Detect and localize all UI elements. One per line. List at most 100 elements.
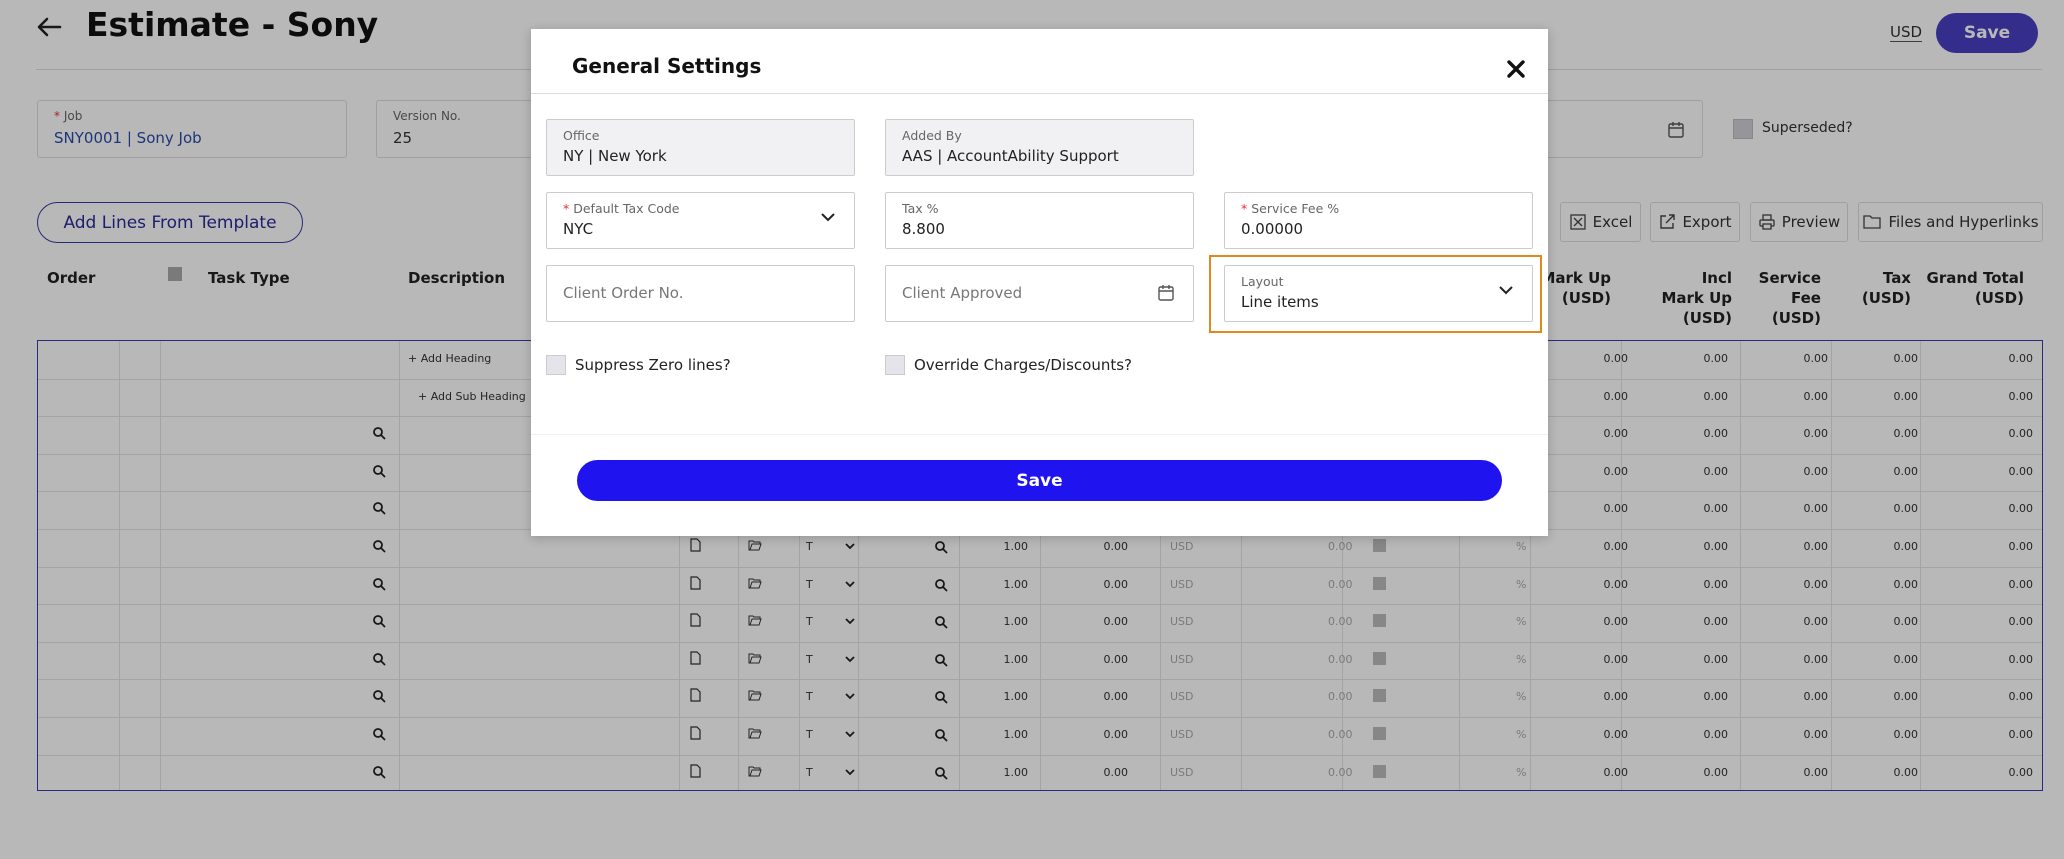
- amount-value: 0.00: [1603, 464, 1629, 478]
- amount-value: 0.00: [1893, 690, 1919, 704]
- client-approved-date-input[interactable]: Client Approved: [885, 265, 1194, 322]
- amount-value: 0.00: [1893, 427, 1919, 441]
- save-button[interactable]: Save: [1936, 13, 2038, 53]
- calendar-icon[interactable]: [1667, 121, 1685, 139]
- tax-percent-input[interactable]: Tax % 8.800: [885, 192, 1194, 249]
- currency-selector[interactable]: USD: [1890, 23, 1923, 42]
- search-icon[interactable]: [934, 578, 948, 592]
- amount-value: 0.00: [1603, 728, 1629, 741]
- line-checkbox[interactable]: [1373, 614, 1386, 628]
- document-icon[interactable]: [688, 763, 702, 778]
- line-checkbox[interactable]: [1373, 651, 1386, 665]
- search-icon[interactable]: [372, 464, 386, 478]
- chevron-down-icon[interactable]: [843, 614, 857, 628]
- folder-open-icon[interactable]: [748, 576, 762, 590]
- search-icon[interactable]: [372, 614, 386, 628]
- search-icon[interactable]: [372, 727, 386, 741]
- override-charges-label: Override Charges/Discounts?: [914, 356, 1132, 374]
- modal-save-button[interactable]: Save: [577, 460, 1502, 501]
- folder-open-icon[interactable]: [748, 726, 762, 740]
- chevron-down-icon[interactable]: [843, 689, 857, 703]
- line-checkbox[interactable]: [1373, 727, 1386, 740]
- modal-divider: [531, 93, 1548, 94]
- added-by-label: Added By: [902, 128, 962, 143]
- line-checkbox[interactable]: [1373, 689, 1386, 703]
- amount-value: 0.00: [1803, 502, 1829, 516]
- column-incl-markup: Incl Mark Up (USD): [1661, 269, 1732, 327]
- quantity-value: 1.00: [1003, 540, 1029, 553]
- add-heading-link[interactable]: + Add Heading: [408, 352, 492, 365]
- search-icon[interactable]: [372, 652, 386, 666]
- search-icon[interactable]: [372, 765, 386, 779]
- search-icon[interactable]: [372, 577, 386, 591]
- line-checkbox[interactable]: [1373, 764, 1386, 778]
- files-and-hyperlinks-button[interactable]: Files and Hyperlinks: [1858, 202, 2043, 242]
- search-icon[interactable]: [372, 689, 386, 704]
- search-icon[interactable]: [372, 539, 386, 553]
- amount-value: 0.00: [1703, 690, 1729, 704]
- amount-value: 0.00: [1893, 352, 1919, 365]
- chevron-down-icon[interactable]: [843, 727, 857, 741]
- version-field[interactable]: Version No. 25: [376, 100, 536, 158]
- search-icon[interactable]: [934, 615, 948, 629]
- amount-value: 0.00: [1703, 540, 1729, 553]
- document-icon[interactable]: [688, 613, 702, 627]
- excel-button[interactable]: Excel: [1560, 202, 1641, 242]
- select-all-checkbox[interactable]: [168, 267, 182, 281]
- amount-value: 0.00: [2008, 690, 2034, 704]
- column-task-type: Task Type: [208, 269, 290, 287]
- default-tax-code-select[interactable]: * Default Tax Code NYC: [546, 192, 855, 249]
- suppress-zero-lines-checkbox[interactable]: [546, 355, 566, 375]
- search-icon[interactable]: [934, 728, 948, 742]
- search-icon[interactable]: [934, 690, 948, 705]
- document-icon[interactable]: [688, 688, 702, 702]
- search-icon[interactable]: [372, 426, 386, 440]
- version-label: Version No.: [393, 109, 461, 123]
- export-button[interactable]: Export: [1650, 202, 1740, 242]
- folder-open-icon[interactable]: [748, 613, 762, 627]
- close-icon[interactable]: [1503, 56, 1529, 82]
- line-checkbox[interactable]: [1373, 576, 1386, 590]
- client-order-input[interactable]: Client Order No.: [546, 265, 855, 322]
- folder-open-icon[interactable]: [748, 688, 762, 702]
- amount-value: 0.00: [2008, 728, 2034, 741]
- grid-column-divider: [1040, 341, 1041, 790]
- chevron-down-icon[interactable]: [843, 765, 857, 779]
- document-icon[interactable]: [688, 726, 702, 740]
- chevron-down-icon[interactable]: [843, 539, 857, 553]
- amount-value: 0.00: [1803, 427, 1829, 441]
- document-icon[interactable]: [688, 575, 702, 590]
- document-icon[interactable]: [688, 651, 702, 665]
- job-field[interactable]: * Job SNY0001 | Sony Job: [37, 100, 347, 158]
- amount-value: 0.00: [2008, 502, 2034, 516]
- layout-select[interactable]: Layout Line items: [1224, 265, 1533, 322]
- job-value: SNY0001 | Sony Job: [54, 129, 202, 147]
- override-charges-checkbox[interactable]: [885, 355, 905, 375]
- search-icon[interactable]: [934, 766, 948, 780]
- back-arrow-icon[interactable]: [34, 12, 64, 42]
- search-icon[interactable]: [934, 653, 948, 667]
- folder-open-icon[interactable]: [748, 764, 762, 778]
- amount-value: 0.00: [2008, 464, 2034, 478]
- chevron-down-icon[interactable]: [843, 577, 857, 591]
- chevron-down-icon[interactable]: [820, 211, 836, 223]
- amount-value: 0.00: [1893, 389, 1919, 403]
- add-lines-from-template-button[interactable]: Add Lines From Template: [37, 202, 303, 243]
- preview-label: Preview: [1781, 213, 1841, 231]
- service-fee-input[interactable]: * Service Fee % 0.00000: [1224, 192, 1533, 249]
- calendar-icon[interactable]: [1157, 284, 1175, 302]
- chevron-down-icon[interactable]: [1498, 284, 1514, 296]
- office-label: Office: [563, 128, 600, 143]
- chevron-down-icon[interactable]: [843, 652, 857, 666]
- folder-open-icon[interactable]: [748, 538, 762, 552]
- add-sub-heading-link[interactable]: + Add Sub Heading: [418, 389, 526, 403]
- search-icon[interactable]: [934, 540, 948, 554]
- preview-button[interactable]: Preview: [1750, 202, 1848, 242]
- search-icon[interactable]: [372, 501, 386, 516]
- grid-column-divider: [119, 341, 120, 790]
- line-checkbox[interactable]: [1373, 539, 1386, 552]
- document-icon[interactable]: [688, 538, 702, 552]
- tax-code-value: NYC: [563, 220, 594, 238]
- superseded-checkbox[interactable]: [1733, 119, 1753, 139]
- folder-open-icon[interactable]: [748, 651, 762, 665]
